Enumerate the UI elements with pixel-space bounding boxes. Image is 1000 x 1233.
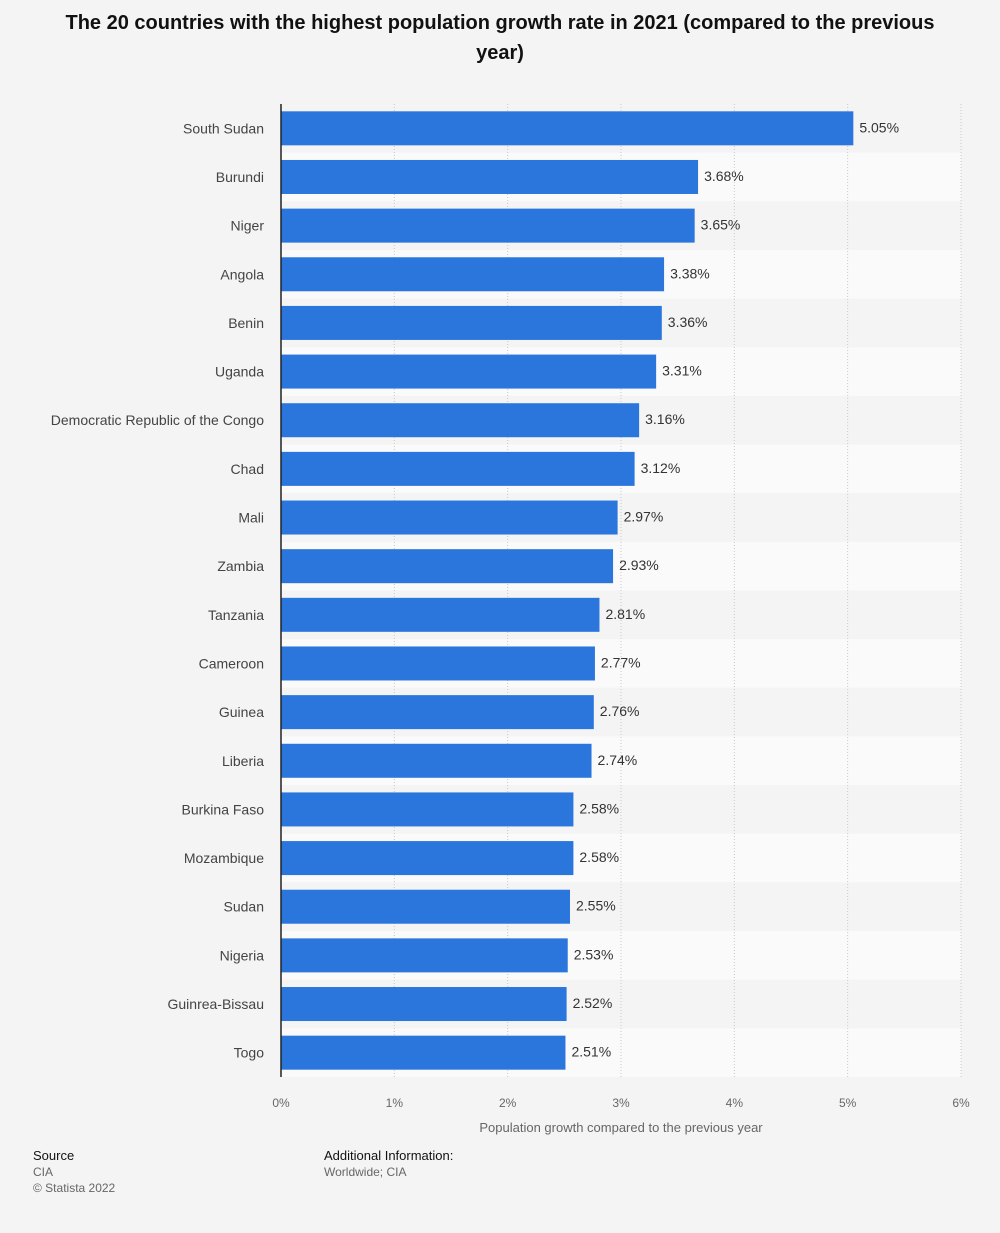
x-tick-label: 6% xyxy=(952,1096,970,1110)
category-label: Tanzania xyxy=(208,607,264,623)
x-tick-label: 2% xyxy=(499,1096,517,1110)
value-label: 5.05% xyxy=(859,119,899,135)
source-value: CIA xyxy=(33,1165,54,1179)
bar xyxy=(281,354,657,389)
value-label: 3.12% xyxy=(641,460,681,476)
bar xyxy=(281,792,574,827)
value-label: 2.58% xyxy=(579,849,619,865)
category-label: Angola xyxy=(220,266,264,282)
category-label: Nigeria xyxy=(220,947,265,963)
additional-info-block: Additional Information: Worldwide; CIA xyxy=(324,1148,453,1180)
bar xyxy=(281,841,574,876)
bar xyxy=(281,403,640,438)
value-label: 3.36% xyxy=(668,314,708,330)
source-block: Source CIA © Statista 2022 xyxy=(33,1148,115,1196)
bar xyxy=(281,159,699,194)
copyright: © Statista 2022 xyxy=(33,1181,116,1195)
category-label: Benin xyxy=(228,315,264,331)
bar xyxy=(281,549,614,584)
category-label: Burundi xyxy=(216,169,264,185)
value-label: 3.65% xyxy=(701,217,741,233)
value-label: 2.55% xyxy=(576,898,616,914)
category-label: Zambia xyxy=(217,558,264,574)
value-label: 2.52% xyxy=(573,995,613,1011)
value-label: 2.51% xyxy=(571,1044,611,1060)
category-label: Guinea xyxy=(219,704,264,720)
value-label: 3.38% xyxy=(670,265,710,281)
category-label: Burkina Faso xyxy=(182,801,265,817)
category-label: Democratic Republic of the Congo xyxy=(51,412,264,428)
source-label: Source xyxy=(33,1148,75,1163)
category-label: Chad xyxy=(231,461,264,477)
category-label: Togo xyxy=(234,1045,265,1061)
category-label: Mali xyxy=(238,510,264,526)
value-label: 2.58% xyxy=(579,800,619,816)
bar xyxy=(281,451,635,486)
category-label: Mozambique xyxy=(184,850,264,866)
value-label: 3.68% xyxy=(704,168,744,184)
chart-title: The 20 countries with the highest popula… xyxy=(65,12,935,64)
bar xyxy=(281,646,595,681)
value-label: 2.97% xyxy=(624,509,664,525)
value-label: 2.76% xyxy=(600,703,640,719)
additional-info-value: Worldwide; CIA xyxy=(324,1165,407,1179)
bar xyxy=(281,1035,566,1070)
bar-chart: South Sudan 5.05% Burundi 3.68% Niger 3.65% An… xyxy=(51,104,970,1135)
category-label: Sudan xyxy=(224,899,264,915)
bar xyxy=(281,257,665,292)
value-label: 2.74% xyxy=(598,752,638,768)
bar xyxy=(281,889,570,924)
value-label: 2.53% xyxy=(574,946,614,962)
x-tick-label: 5% xyxy=(839,1096,857,1110)
bar xyxy=(281,500,618,535)
category-label: South Sudan xyxy=(183,120,264,136)
category-label: Niger xyxy=(231,218,265,234)
category-label: Liberia xyxy=(222,753,264,769)
category-label: Cameroon xyxy=(199,655,264,671)
value-label: 2.81% xyxy=(605,606,645,622)
x-tick-label: 1% xyxy=(386,1096,404,1110)
bar xyxy=(281,305,662,340)
category-label: Guinrea-Bissau xyxy=(168,996,265,1012)
bar xyxy=(281,987,567,1022)
value-label: 2.77% xyxy=(601,654,641,670)
x-tick-label: 3% xyxy=(612,1096,630,1110)
additional-info-label: Additional Information: xyxy=(324,1148,454,1163)
x-tick-label: 0% xyxy=(272,1096,290,1110)
category-label: Uganda xyxy=(215,364,264,380)
x-tick-label: 4% xyxy=(726,1096,744,1110)
value-label: 3.31% xyxy=(662,363,702,379)
value-label: 3.16% xyxy=(645,411,685,427)
bar xyxy=(281,111,854,146)
bar xyxy=(281,743,592,778)
x-axis-title: Population growth compared to the previo… xyxy=(479,1120,763,1135)
bar xyxy=(281,208,695,243)
bar xyxy=(281,695,594,730)
bar xyxy=(281,938,568,973)
bar xyxy=(281,597,600,632)
value-label: 2.93% xyxy=(619,557,659,573)
